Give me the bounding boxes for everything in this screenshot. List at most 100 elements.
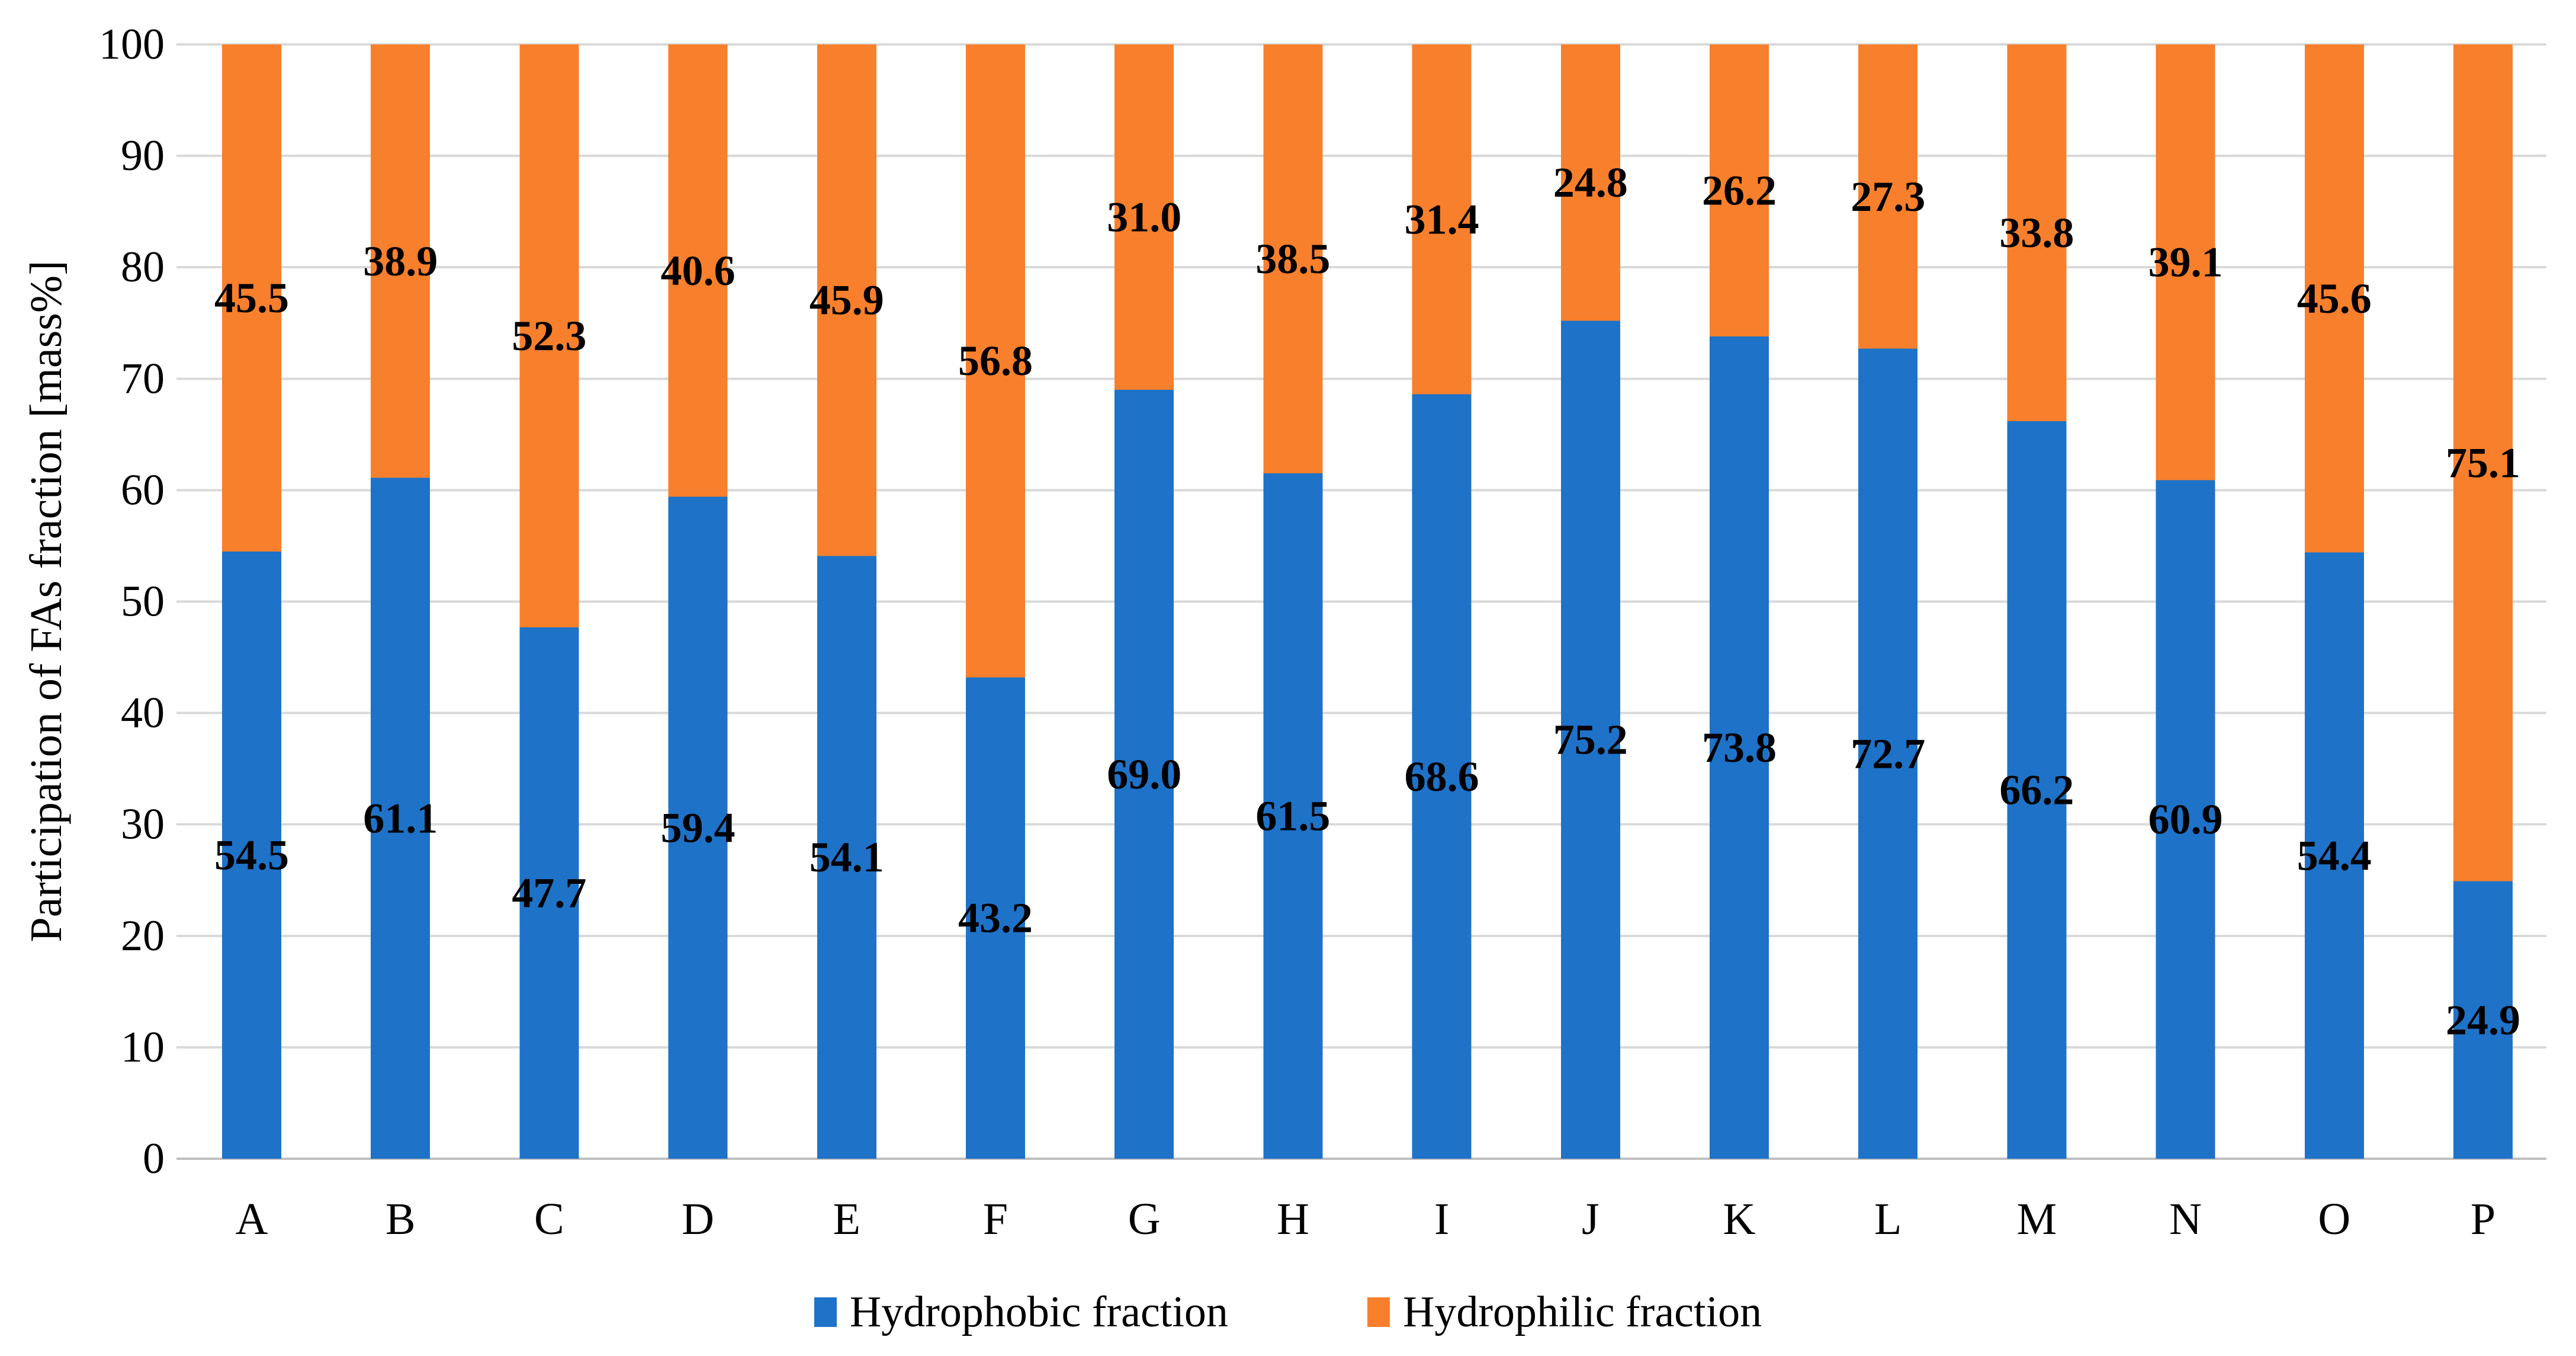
x-tick-label-N: N	[2169, 1194, 2202, 1244]
bar-segment-hydrophilic-E	[817, 44, 876, 556]
legend-item-hydrophilic: Hydrophilic fraction	[1367, 1290, 1762, 1334]
value-label-hydrophobic-P: 24.9	[2446, 996, 2520, 1044]
bar-segment-hydrophobic-D	[668, 496, 728, 1159]
bar-segment-hydrophilic-F	[966, 44, 1025, 678]
bar-segment-hydrophilic-D	[668, 44, 728, 497]
legend-label-hydrophilic: Hydrophilic fraction	[1402, 1288, 1762, 1336]
bar-segment-hydrophilic-G	[1114, 44, 1174, 390]
x-tick-label-P: P	[2471, 1194, 2495, 1244]
value-label-hydrophobic-K: 73.8	[1702, 724, 1777, 771]
value-label-hydrophobic-N: 60.9	[2148, 796, 2223, 843]
bar-segment-hydrophobic-I	[1412, 394, 1472, 1159]
hydrophilic-legend-swatch-icon	[1367, 1297, 1390, 1327]
hydrophobic-legend-swatch-icon	[814, 1297, 837, 1327]
value-label-hydrophobic-L: 72.7	[1851, 730, 1925, 777]
value-label-hydrophilic-A: 45.5	[214, 274, 289, 322]
bar-segment-hydrophobic-B	[371, 477, 431, 1159]
bar-segment-hydrophobic-N	[2156, 480, 2215, 1159]
x-tick-label-B: B	[386, 1194, 416, 1244]
value-label-hydrophilic-G: 31.0	[1107, 194, 1181, 241]
bar-segment-hydrophobic-C	[519, 627, 579, 1159]
y-tick-label-70: 70	[121, 354, 165, 403]
x-tick-label-M: M	[2017, 1194, 2057, 1244]
x-tick-label-D: D	[682, 1194, 714, 1244]
bar-segment-hydrophobic-G	[1114, 390, 1174, 1159]
x-tick-label-K: K	[1723, 1194, 1756, 1244]
y-tick-label-40: 40	[121, 689, 165, 738]
x-tick-label-C: C	[534, 1194, 564, 1244]
value-label-hydrophilic-K: 26.2	[1702, 166, 1777, 214]
value-label-hydrophobic-H: 61.5	[1255, 793, 1330, 840]
bar-segment-hydrophobic-M	[2007, 421, 2067, 1159]
x-tick-label-H: H	[1277, 1194, 1309, 1244]
value-label-hydrophobic-G: 69.0	[1107, 751, 1181, 798]
bar-segment-hydrophilic-H	[1263, 44, 1323, 474]
bar-segment-hydrophobic-O	[2304, 552, 2364, 1159]
chart-legend: Hydrophobic fraction Hydrophilic fractio…	[0, 1290, 2576, 1334]
value-label-hydrophobic-F: 43.2	[958, 895, 1033, 942]
bar-segment-hydrophilic-L	[1858, 44, 1918, 349]
value-label-hydrophobic-C: 47.7	[512, 869, 586, 916]
bar-segment-hydrophobic-H	[1263, 473, 1323, 1159]
value-label-hydrophilic-P: 75.1	[2446, 439, 2520, 486]
x-tick-label-G: G	[1128, 1194, 1161, 1244]
bar-segment-hydrophilic-J	[1560, 44, 1620, 321]
value-label-hydrophilic-B: 38.9	[363, 238, 438, 285]
y-tick-label-100: 100	[99, 20, 165, 69]
bar-segment-hydrophilic-A	[222, 44, 281, 552]
bar-segment-hydrophobic-E	[817, 556, 876, 1159]
bar-segment-hydrophilic-B	[371, 44, 431, 478]
y-axis-title: Participation of FAs fraction [mass%]	[21, 261, 71, 943]
value-label-hydrophilic-M: 33.8	[1999, 209, 2074, 257]
value-label-hydrophilic-H: 38.5	[1255, 235, 1330, 283]
bar-segment-hydrophilic-N	[2156, 44, 2215, 480]
bar-segment-hydrophilic-O	[2304, 44, 2364, 553]
y-tick-label-50: 50	[121, 578, 165, 626]
y-tick-label-30: 30	[121, 800, 165, 849]
value-label-hydrophobic-B: 61.1	[363, 794, 438, 842]
value-label-hydrophilic-E: 45.9	[810, 277, 884, 324]
bar-segment-hydrophobic-J	[1560, 320, 1620, 1159]
y-tick-label-90: 90	[121, 132, 165, 180]
y-tick-label-80: 80	[121, 243, 165, 291]
x-tick-label-J: J	[1582, 1194, 1599, 1244]
value-label-hydrophobic-O: 54.4	[2297, 832, 2372, 879]
bar-segment-hydrophobic-F	[966, 677, 1025, 1159]
value-label-hydrophobic-A: 54.5	[214, 831, 289, 879]
x-tick-label-I: I	[1434, 1194, 1449, 1244]
value-label-hydrophilic-C: 52.3	[512, 312, 586, 360]
value-label-hydrophobic-J: 75.2	[1553, 716, 1628, 764]
bar-segment-hydrophobic-L	[1858, 348, 1918, 1159]
bar-segment-hydrophobic-K	[1710, 336, 1769, 1159]
value-label-hydrophilic-L: 27.3	[1851, 173, 1925, 220]
bar-segment-hydrophilic-P	[2453, 44, 2513, 881]
y-tick-label-10: 10	[121, 1023, 165, 1072]
value-label-hydrophilic-N: 39.1	[2148, 239, 2223, 286]
bar-segment-hydrophilic-I	[1412, 44, 1472, 395]
bar-segment-hydrophilic-C	[519, 44, 579, 627]
value-label-hydrophobic-E: 54.1	[810, 834, 884, 881]
bar-segment-hydrophilic-K	[1710, 44, 1769, 336]
value-label-hydrophobic-D: 59.4	[661, 804, 735, 851]
legend-item-hydrophobic: Hydrophobic fraction	[814, 1290, 1228, 1334]
value-label-hydrophilic-O: 45.6	[2297, 275, 2372, 322]
value-label-hydrophobic-I: 68.6	[1405, 753, 1479, 800]
value-label-hydrophilic-F: 56.8	[958, 337, 1033, 384]
bar-segment-hydrophilic-M	[2007, 44, 2067, 421]
y-tick-label-0: 0	[143, 1134, 165, 1183]
value-label-hydrophilic-I: 31.4	[1405, 195, 1479, 243]
x-tick-label-A: A	[236, 1194, 268, 1244]
value-label-hydrophilic-D: 40.6	[661, 247, 735, 294]
x-tick-label-E: E	[833, 1194, 860, 1244]
x-tick-label-O: O	[2318, 1194, 2350, 1244]
x-tick-label-L: L	[1874, 1194, 1902, 1244]
legend-label-hydrophobic: Hydrophobic fraction	[849, 1288, 1228, 1336]
value-label-hydrophobic-M: 66.2	[1999, 766, 2074, 813]
value-label-hydrophilic-J: 24.8	[1553, 159, 1628, 206]
y-tick-label-20: 20	[121, 912, 165, 960]
y-tick-label-60: 60	[121, 466, 165, 514]
bar-segment-hydrophobic-P	[2453, 881, 2513, 1159]
bar-segment-hydrophobic-A	[222, 551, 281, 1159]
